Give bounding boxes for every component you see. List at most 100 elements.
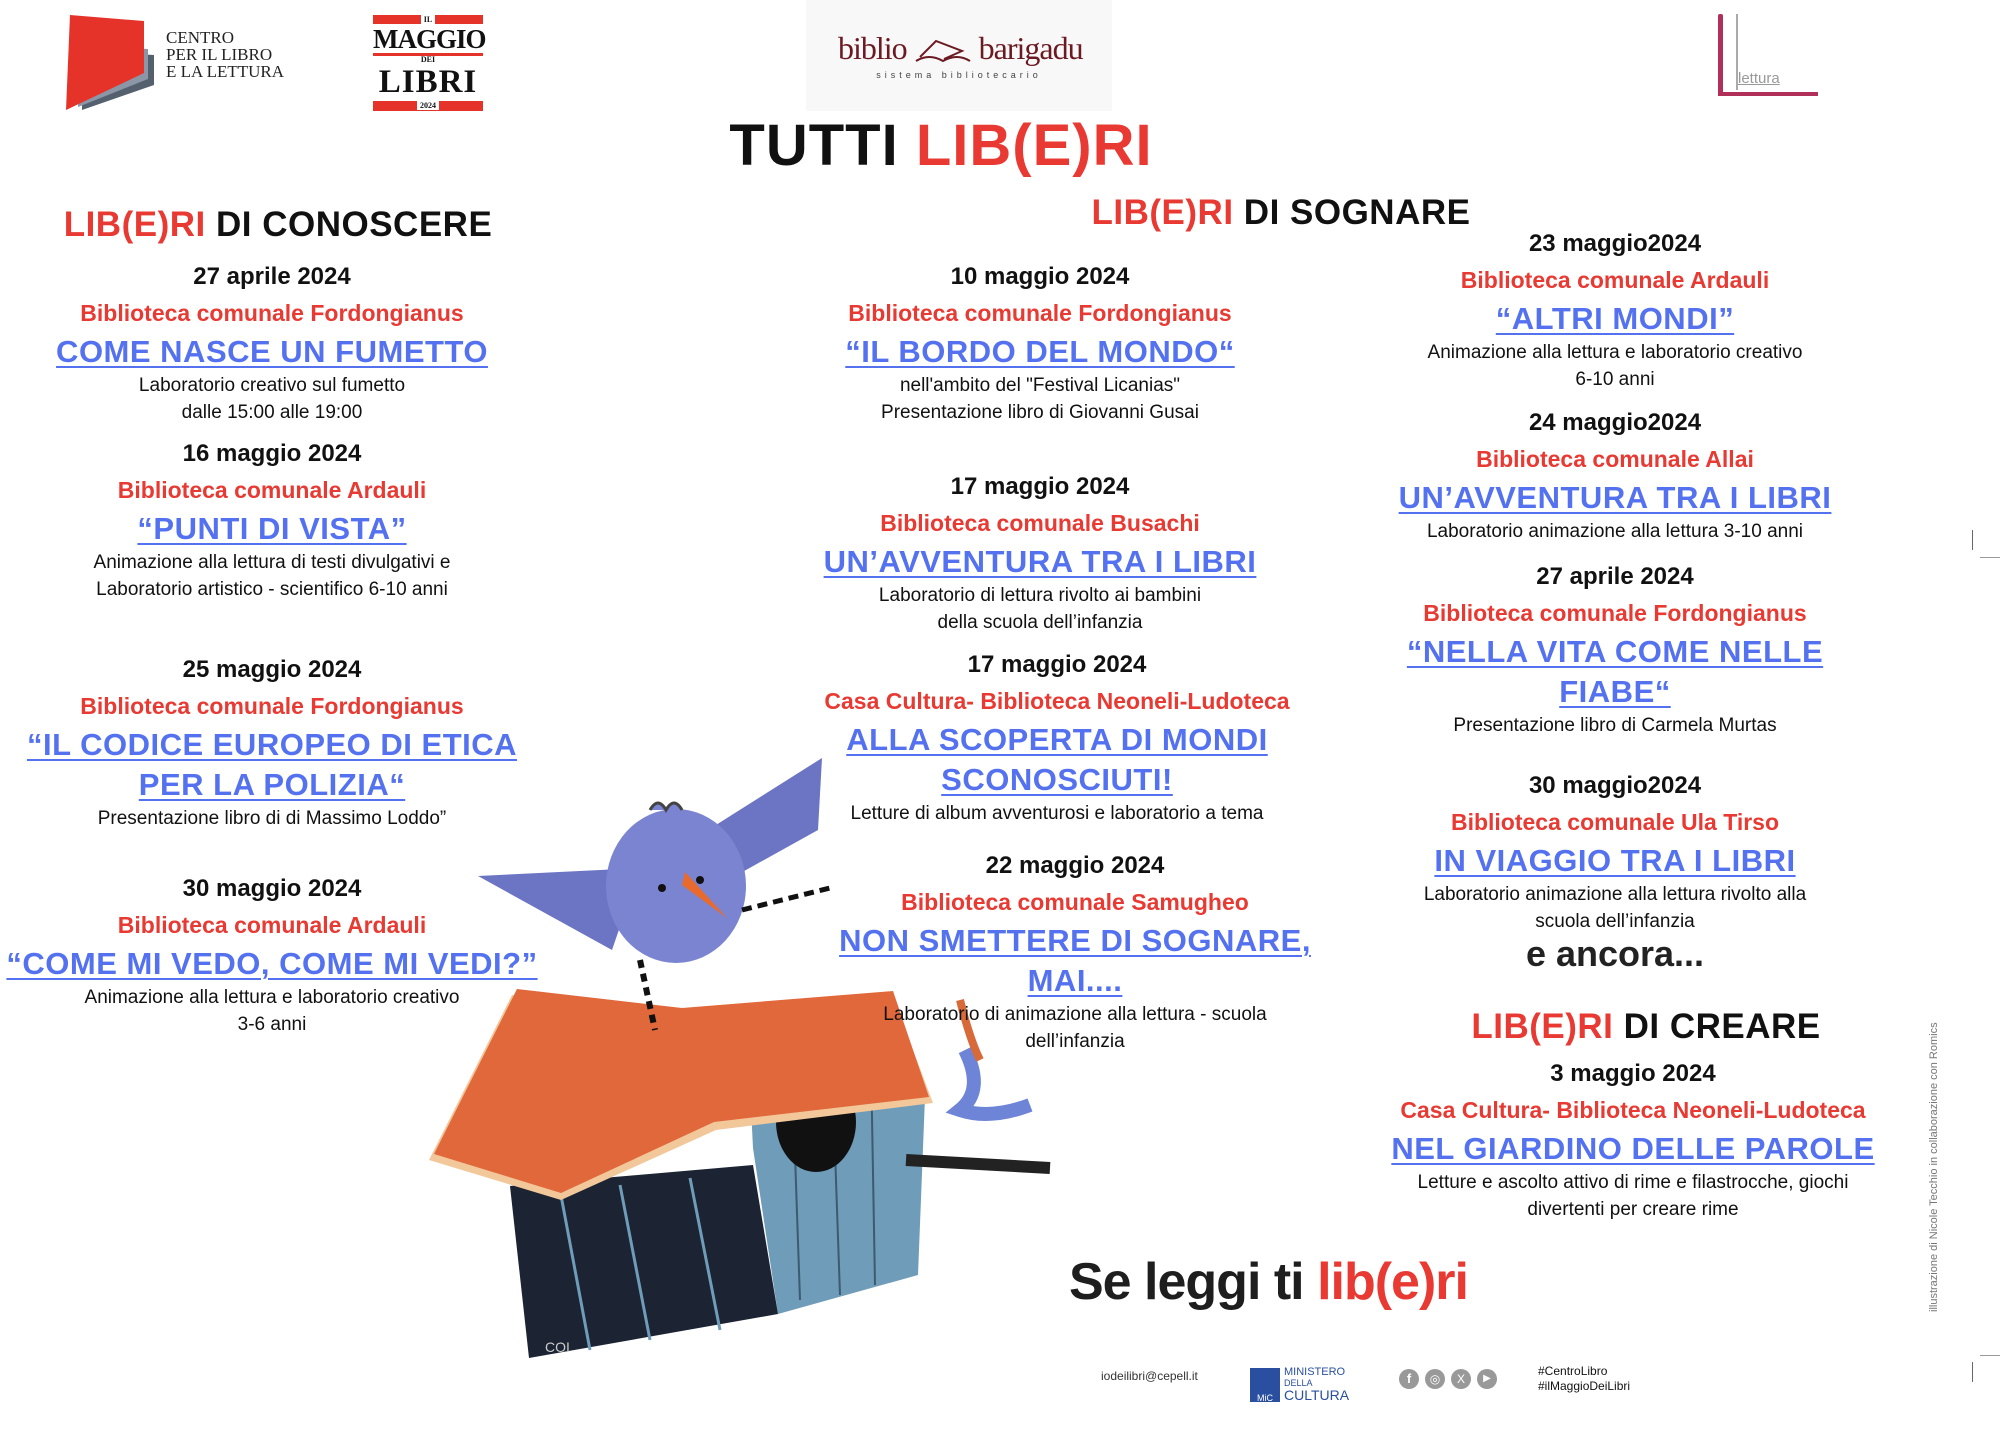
lettura-text: lettura	[1738, 70, 1780, 87]
event-date: 30 maggio2024	[1528, 772, 1702, 799]
maggio-dei-libri-logo: IL MAGGIO DEI LIBRI 2024	[373, 15, 487, 112]
title-black: TUTTI	[729, 113, 916, 178]
slogan: Se leggi ti lib(e)ri	[1069, 1252, 1469, 1312]
event-title-link[interactable]: IN VIAGGIO TRA I LIBRI	[1434, 843, 1796, 878]
event-title-link[interactable]: “IL BORDO DEL MONDO“	[845, 334, 1235, 369]
bird	[478, 758, 831, 1031]
event-description: Letture di album avventurosi e laborator…	[850, 803, 1264, 824]
event-title-link[interactable]: MAI....	[1027, 963, 1123, 998]
event-title-link[interactable]: UN’AVVENTURA TRA I LIBRI	[1398, 480, 1832, 515]
title-red: LIB(E)RI	[915, 113, 1153, 178]
event-library: Biblioteca comunale Fordongianus	[80, 300, 464, 326]
event-block: 24 maggio2024 Biblioteca comunale Allai UN…	[1399, 406, 1832, 545]
event-title-link[interactable]: “IL CODICE EUROPEO DI ETICA	[26, 727, 518, 762]
cepell-line: PER IL LIBRO	[166, 45, 273, 64]
event-title-link[interactable]: ALLA SCOPERTA DI MONDI	[846, 722, 1268, 757]
event-title-link[interactable]: NON SMETTERE DI SOGNARE,	[839, 923, 1311, 958]
event-description: Animazione alla lettura di testi divulga…	[93, 552, 451, 573]
heading-conoscere: LIB(E)RI DI CONOSCERE	[64, 205, 493, 245]
instagram-icon[interactable]: ◎	[1425, 1369, 1445, 1389]
heading-red: LIB(E)RI	[1471, 1007, 1614, 1046]
event-description: Presentazione libro di Giovanni Gusai	[881, 402, 1199, 423]
youtube-icon[interactable]: ▶	[1477, 1369, 1497, 1389]
heading-red: LIB(E)RI	[63, 205, 206, 244]
biblio-right: barigadu	[978, 30, 1084, 66]
maggio-line2: LIBRI	[378, 64, 478, 100]
hashtag: #ilMaggioDeiLibri	[1538, 1379, 1631, 1393]
hashtags: #CentroLibro #ilMaggioDeiLibri	[1538, 1364, 1630, 1394]
event-title-link[interactable]: “ALTRI MONDI”	[1495, 301, 1735, 336]
event-description: dell’infanzia	[1025, 1031, 1125, 1052]
event-title-link[interactable]: SCONOSCIUTI!	[941, 762, 1173, 797]
event-library: Biblioteca comunale Fordongianus	[1423, 600, 1807, 626]
heading-sognare: LIB(E)RI DI SOGNARE	[1092, 193, 1471, 233]
event-title-link[interactable]: NEL GIARDINO DELLE PAROLE	[1391, 1131, 1875, 1166]
event-date: 23 maggio2024	[1528, 230, 1702, 257]
event-description: Animazione alla lettura e laboratorio cr…	[84, 987, 460, 1008]
facebook-icon[interactable]: f	[1399, 1369, 1419, 1389]
maggio-year: 2024	[417, 101, 439, 110]
event-library: Biblioteca comunale Ardauli	[117, 477, 427, 503]
maggio-top: IL	[420, 15, 436, 24]
heading-black: DI SOGNARE	[1233, 193, 1471, 232]
event-block: 16 maggio 2024 Biblioteca comunale Ardaul…	[94, 437, 451, 603]
social-icons: f ◎ X ▶	[1399, 1369, 1497, 1389]
heading-creare: LIB(E)RI DI CREARE	[1471, 1007, 1820, 1047]
event-title-link[interactable]: COME NASCE UN FUMETTO	[56, 334, 488, 369]
event-library: Biblioteca comunale Samugheo	[901, 889, 1249, 915]
event-title-link[interactable]: FIABE“	[1559, 674, 1671, 709]
event-library: Casa Cultura- Biblioteca Neoneli-Ludotec…	[1400, 1097, 1866, 1123]
event-date: 25 maggio 2024	[182, 656, 362, 683]
event-block: 17 maggio 2024 Biblioteca comunale Busach…	[824, 470, 1257, 636]
event-date: 3 maggio 2024	[1550, 1060, 1716, 1087]
more-events-text: e ancora...	[1525, 933, 1705, 974]
event-block: 25 maggio 2024 Biblioteca comunale Fordon…	[27, 653, 517, 832]
event-date: 16 maggio 2024	[182, 440, 362, 467]
lettura-logo: lettura	[1716, 14, 1820, 98]
slogan-red: lib(e)ri	[1317, 1253, 1469, 1311]
event-description: 3-6 anni	[237, 1014, 307, 1035]
event-library: Biblioteca comunale Ula Tirso	[1450, 809, 1780, 835]
event-block: 10 maggio 2024 Biblioteca comunale Fordon…	[845, 260, 1234, 426]
event-description: Laboratorio creativo sul fumetto	[138, 375, 406, 396]
event-description: Laboratorio di animazione alla lettura -…	[883, 1004, 1267, 1025]
footer-email[interactable]: iodeilibri@cepell.it	[1101, 1369, 1198, 1383]
event-description: Laboratorio artistico - scientifico 6-10…	[96, 579, 448, 600]
divider-mark	[1972, 530, 1973, 550]
event-description: scuola dell’infanzia	[1535, 911, 1695, 932]
cepell-logo: CENTRO PER IL LIBRO E LA LETTURA	[64, 15, 324, 110]
event-library: Biblioteca comunale Fordongianus	[80, 693, 464, 719]
event-description: della scuola dell’infanzia	[937, 612, 1143, 633]
event-description: Animazione alla lettura e laboratorio cr…	[1427, 342, 1803, 363]
event-library: Biblioteca comunale Busachi	[880, 510, 1200, 536]
event-description: 6-10 anni	[1575, 369, 1655, 390]
event-date: 27 aprile 2024	[1536, 563, 1694, 590]
event-block: 3 maggio 2024 Casa Cultura- Biblioteca Ne…	[1391, 1057, 1874, 1223]
birdhouse: COI	[429, 989, 933, 1358]
event-library: Casa Cultura- Biblioteca Neoneli-Ludotec…	[824, 688, 1290, 714]
event-title-link[interactable]: “NELLA VITA COME NELLE	[1406, 634, 1824, 669]
event-block: 17 maggio 2024 Casa Cultura- Biblioteca N…	[824, 648, 1289, 827]
slogan-black: Se leggi ti	[1069, 1253, 1318, 1311]
event-description: Presentazione libro di di Massimo Loddo”	[97, 808, 447, 829]
hashtag: #CentroLibro	[1538, 1364, 1608, 1378]
mic-badge: MiC	[1250, 1368, 1280, 1403]
book-icon	[66, 15, 154, 110]
x-icon[interactable]: X	[1451, 1369, 1471, 1389]
page-title: TUTTI LIB(E)RI	[729, 112, 1152, 179]
event-title-link[interactable]: UN’AVVENTURA TRA I LIBRI	[823, 544, 1257, 579]
divider-mark	[1972, 1362, 1973, 1382]
event-title-link[interactable]: PER LA POLIZIA“	[138, 767, 406, 802]
illustration-credit: illustrazione di Nicole Tecchio in colla…	[1928, 1022, 1940, 1312]
event-date: 27 aprile 2024	[193, 263, 351, 290]
event-title-link[interactable]: “COME MI VEDO, COME MI VEDI?”	[6, 946, 538, 981]
event-date: 10 maggio 2024	[950, 263, 1130, 290]
biblio-left: biblio	[838, 30, 908, 66]
biblio-sub: sistema bibliotecario	[876, 70, 1042, 80]
event-library: Biblioteca comunale Allai	[1476, 446, 1754, 472]
artist-signature: COI	[545, 1339, 570, 1355]
event-description: Presentazione libro di Carmela Murtas	[1453, 715, 1777, 736]
event-date: 22 maggio 2024	[985, 852, 1165, 879]
event-title-link[interactable]: “PUNTI DI VISTA”	[137, 511, 407, 546]
